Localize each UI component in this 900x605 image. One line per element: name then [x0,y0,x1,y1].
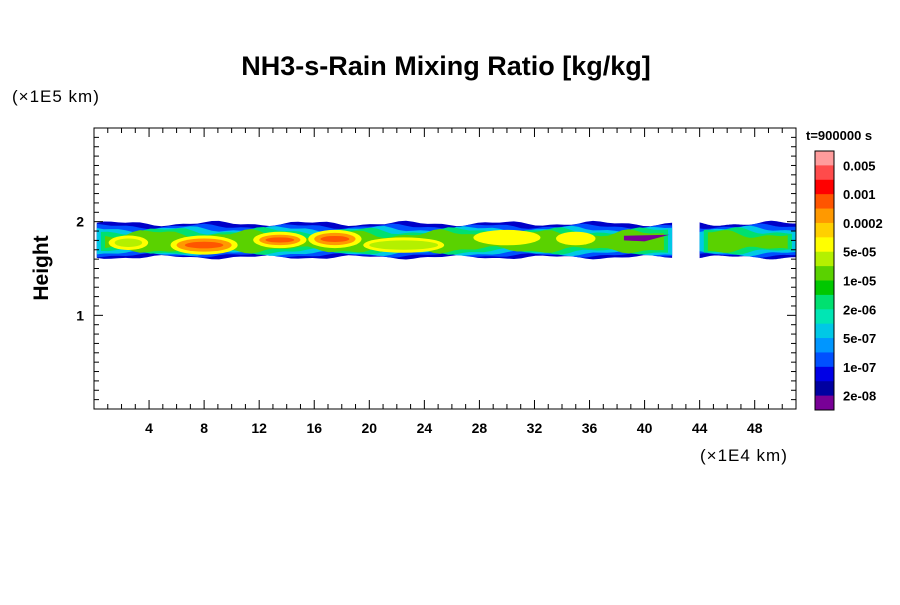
band-hotspot [114,238,143,247]
chart-title: NH3-s-Rain Mixing Ratio [kg/kg] [241,51,651,81]
band-hotspot [369,240,439,250]
y-axis-ticks: 12 [76,136,796,401]
y-axis-label: Height [30,235,53,300]
colorbar-swatch [815,280,834,296]
band-hotspot-core [184,241,224,249]
colorbar-swatch [815,208,834,224]
colorbar-swatch [815,352,834,368]
band-layer [707,230,788,253]
colorbar-swatch [815,165,834,181]
colorbar-label: 2e-06 [843,302,876,317]
colorbar-swatch [815,251,834,267]
plot-frame [93,127,797,410]
colorbar-swatch [815,179,834,195]
colorbar-swatch [815,194,834,210]
colorbar: 0.005 0.001 0.0002 5e-05 1e-05 2e-06 5e-07 1e-0… [814,150,883,411]
band-tail [623,234,670,242]
colorbar-swatch [815,151,834,166]
colorbar-label: 0.0002 [843,216,883,231]
colorbar-swatch [815,381,834,397]
x-tick-label: 40 [637,420,653,436]
colorbar-label: 5e-05 [843,245,876,260]
colorbar-frame [814,150,835,411]
colorbar-swatch [815,222,834,238]
x-tick-label: 44 [692,420,708,436]
colorbar-label: 1e-05 [843,274,876,289]
colorbar-label: 1e-07 [843,360,876,375]
colorbar-swatch [815,266,834,281]
mixing-ratio-band [96,220,796,260]
x-tick-label: 36 [582,420,598,436]
x-tick-label: 20 [362,420,378,436]
x-tick-label: 16 [306,420,322,436]
y-tick-label: 2 [76,214,84,230]
colorbar-swatch [815,323,834,339]
colorbar-label: 0.001 [843,187,876,202]
x-tick-label: 8 [200,420,208,436]
x-tick-label: 32 [527,420,543,436]
x-tick-label: 28 [472,420,488,436]
colorbar-swatch [815,338,834,353]
x-tick-label: 48 [747,420,763,436]
y-unit-label: (×1E5 km) [12,87,100,106]
band-hotspot-core [265,237,295,243]
colorbar-label: 2e-08 [843,389,876,404]
band-hotspot [562,234,590,243]
band-hotspot [479,232,535,243]
colorbar-swatch [815,309,834,325]
band-hotspot-core [320,235,350,243]
colorbar-swatch [815,366,834,382]
colorbar-label: 5e-07 [843,331,876,346]
x-tick-label: 4 [145,420,153,436]
colorbar-swatch [815,237,834,253]
colorbar-swatch [815,395,834,411]
x-axis-ticks: 4 8 12 16 20 24 28 32 36 40 44 48 [107,128,783,436]
time-label: t=900000 s [806,128,872,143]
x-tick-label: 24 [417,420,433,436]
y-tick-label: 1 [76,307,84,323]
colorbar-label: 0.005 [843,158,876,173]
plot-axes [93,127,797,410]
colorbar-swatch [815,294,834,310]
x-tick-label: 12 [251,420,267,436]
x-unit-label: (×1E4 km) [700,446,788,465]
